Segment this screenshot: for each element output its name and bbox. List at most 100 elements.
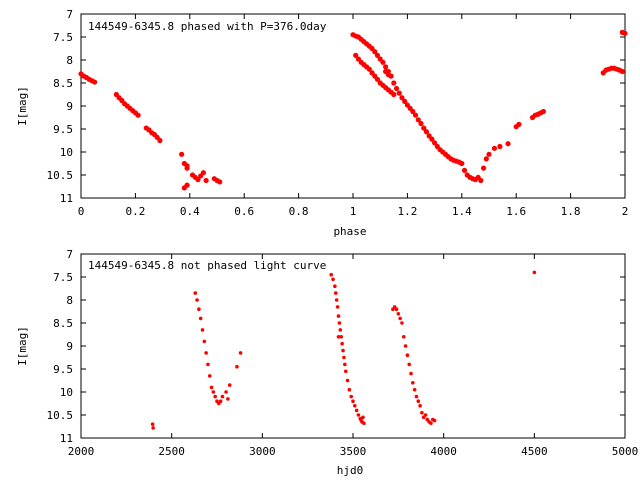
x-tick-label: 1.6	[506, 205, 526, 218]
data-point	[150, 422, 155, 427]
data-point	[341, 348, 345, 353]
data-point	[335, 305, 340, 309]
y-tick-label: 8.5	[53, 317, 73, 330]
data-point	[347, 387, 352, 392]
phased-x-axis-label: phase	[333, 225, 366, 238]
data-point	[203, 177, 209, 184]
data-point	[333, 284, 337, 289]
data-point	[374, 76, 381, 82]
y-tick-label: 11	[60, 192, 73, 205]
data-point	[204, 351, 208, 355]
data-point	[401, 335, 406, 339]
data-point	[432, 418, 437, 423]
phased-y-axis-label: I[mag]	[16, 86, 29, 126]
data-point	[421, 125, 427, 131]
data-point	[399, 95, 405, 101]
x-tick-label: 1.8	[561, 205, 581, 218]
unphased-chart-title: 144549-6345.8 not phased light curve	[88, 259, 326, 272]
data-point	[334, 298, 339, 302]
data-point	[516, 121, 522, 127]
data-point	[412, 112, 419, 118]
data-point	[179, 151, 185, 157]
data-point	[151, 426, 155, 430]
data-point	[336, 314, 341, 318]
y-tick-label: 10.5	[47, 409, 74, 422]
data-point	[336, 335, 341, 339]
unphased-plot-frame	[80, 253, 626, 439]
data-point	[200, 328, 205, 332]
data-point	[423, 413, 428, 417]
data-point	[362, 421, 366, 426]
data-point	[478, 177, 484, 184]
data-point	[398, 316, 402, 321]
data-point	[197, 307, 201, 312]
x-tick-label: 4000	[430, 445, 457, 458]
data-point	[356, 413, 361, 417]
data-point	[353, 404, 357, 408]
data-point	[405, 353, 410, 358]
data-point	[416, 399, 421, 404]
data-point	[540, 108, 547, 115]
y-tick-label: 9.5	[53, 123, 73, 136]
data-point	[218, 399, 223, 404]
phased-axis-ticks: 0 0.2 0.4 0.6 0.8 1 1.2 1.4 1.6 1.8 2 7 7.5 8 8.5 9 9.5 1…	[47, 8, 629, 218]
data-point	[220, 394, 225, 399]
data-point	[184, 163, 190, 169]
y-tick-label: 11	[60, 432, 73, 445]
x-tick-label: 5000	[612, 445, 639, 458]
data-point	[491, 145, 498, 151]
data-point	[497, 143, 503, 150]
y-tick-label: 9	[66, 100, 73, 113]
data-point	[202, 339, 207, 344]
y-tick-label: 7.5	[53, 31, 73, 44]
data-point	[403, 344, 408, 348]
data-point	[532, 270, 537, 275]
data-point	[396, 90, 402, 96]
data-point	[184, 182, 190, 188]
data-point	[391, 80, 397, 86]
y-tick-label: 7	[66, 248, 73, 261]
data-point	[409, 371, 413, 376]
phased-chart-title: 144549-6345.8 phased with P=376.0day	[88, 20, 327, 33]
data-point	[372, 49, 378, 55]
data-point	[353, 52, 359, 59]
data-point	[483, 156, 489, 162]
x-tick-label: 4500	[521, 445, 548, 458]
data-point	[619, 68, 625, 75]
data-point	[224, 390, 228, 394]
y-tick-label: 10	[60, 386, 73, 399]
x-tick-label: 3000	[249, 445, 276, 458]
data-point	[361, 415, 365, 420]
data-point	[366, 66, 372, 72]
unphased-x-axis-label: hjd0	[337, 464, 364, 477]
data-point	[135, 112, 141, 118]
data-point	[391, 91, 397, 98]
data-point	[340, 341, 344, 346]
data-point	[418, 120, 424, 127]
x-tick-label: 1.2	[397, 205, 417, 218]
x-tick-label: 1	[350, 205, 357, 218]
data-point	[480, 165, 487, 171]
data-point	[333, 291, 338, 295]
data-point	[211, 390, 216, 394]
data-point	[343, 362, 347, 367]
data-point	[339, 335, 344, 339]
data-point	[374, 52, 381, 59]
data-point	[411, 381, 415, 385]
data-point	[461, 167, 468, 173]
data-point	[235, 364, 239, 369]
data-point	[351, 399, 355, 404]
phased-light-curve-panel: 0 0.2 0.4 0.6 0.8 1 1.2 1.4 1.6 1.8 2 7 7.5 8 8.5 9 9.5 1…	[16, 8, 628, 238]
unphased-light-curve-panel: 2000 2500 3000 3500 4000 4500 5000 7 7.5 8 8.5 9 9.5…	[16, 248, 638, 477]
x-tick-label: 0.6	[234, 205, 254, 218]
x-tick-label: 0.8	[289, 205, 309, 218]
data-point	[380, 59, 386, 65]
data-point	[429, 421, 433, 426]
data-point	[238, 351, 243, 355]
data-point	[393, 85, 400, 92]
data-point	[343, 369, 348, 374]
data-point	[412, 387, 417, 392]
data-point	[418, 404, 422, 408]
y-tick-label: 10	[60, 146, 73, 159]
